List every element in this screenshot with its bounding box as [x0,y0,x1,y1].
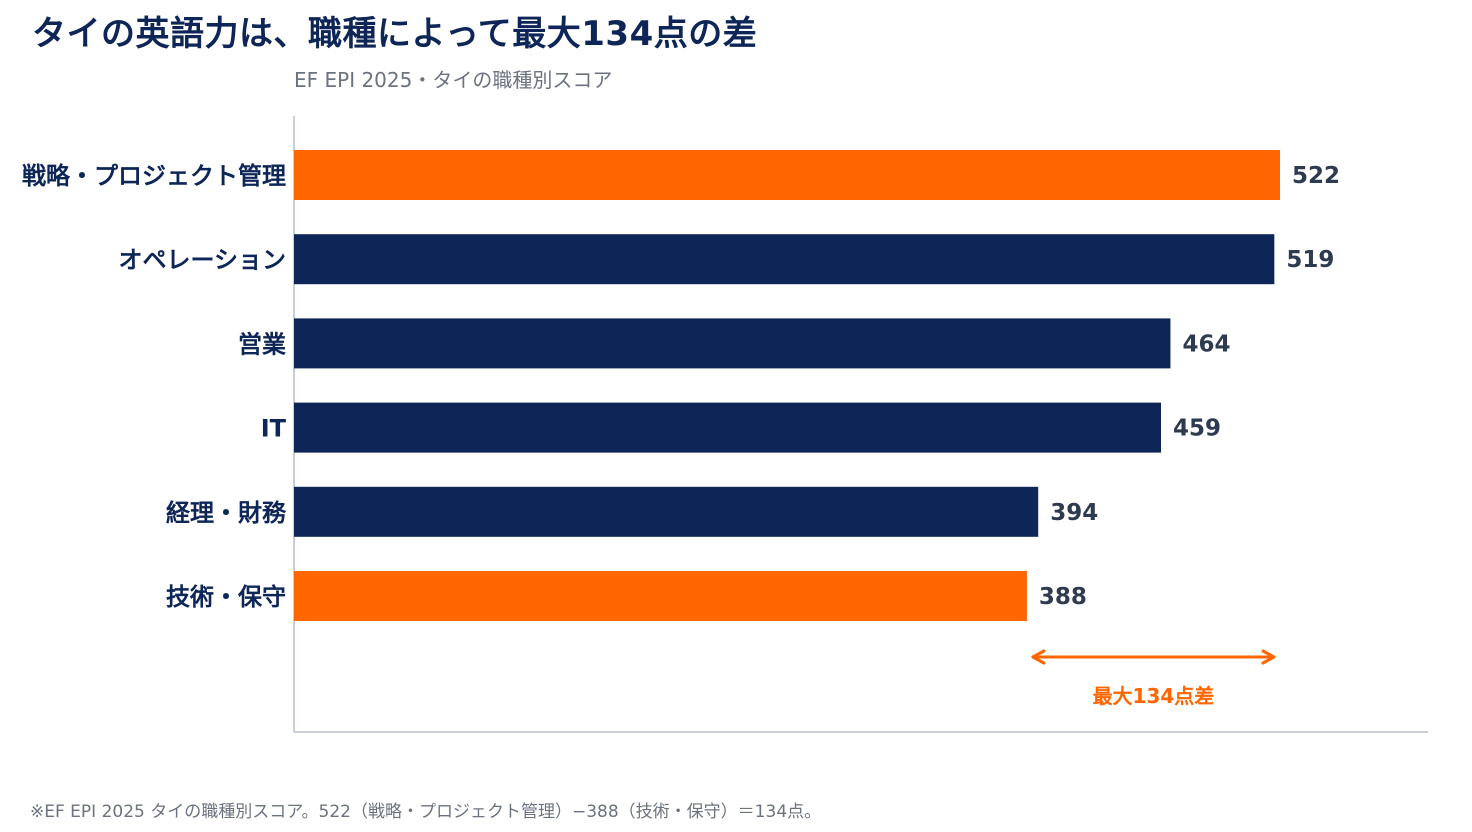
category-label-5: 技術・保守 [166,583,286,611]
bar-0 [294,150,1280,200]
chart-subtitle: EF EPI 2025・タイの職種別スコア [294,68,613,92]
bar-chart: 戦略・プロジェクト管理 522 オペレーション 519 営業 464 IT 459 経理・財務 3… [22,116,1428,733]
bar-5 [294,571,1027,621]
category-label-1: オペレーション [118,246,286,274]
annotation-arrowhead-right [1261,649,1276,665]
category-label-4: 経理・財務 [166,499,287,527]
value-label-2: 464 [1182,331,1230,357]
category-label-3: IT [261,415,287,443]
value-label-4: 394 [1050,500,1098,526]
annotation-arrowhead-left [1031,649,1046,665]
bar-2 [294,318,1171,369]
bar-1 [294,234,1275,285]
value-label-0: 522 [1292,163,1340,189]
bar-4 [294,486,1039,537]
footnote: ※EF EPI 2025 タイの職種別スコア。522（戦略・プロジェクト管理）−… [30,802,822,822]
value-label-1: 519 [1286,247,1334,273]
value-label-5: 388 [1039,584,1087,610]
value-label-3: 459 [1173,416,1221,442]
category-label-2: 営業 [238,330,286,358]
category-label-0: 戦略・プロジェクト管理 [22,162,286,190]
annotation-label: 最大134点差 [1093,684,1215,708]
bar-3 [294,402,1161,453]
chart-title: タイの英語力は、職種によって最大134点の差 [32,14,758,54]
